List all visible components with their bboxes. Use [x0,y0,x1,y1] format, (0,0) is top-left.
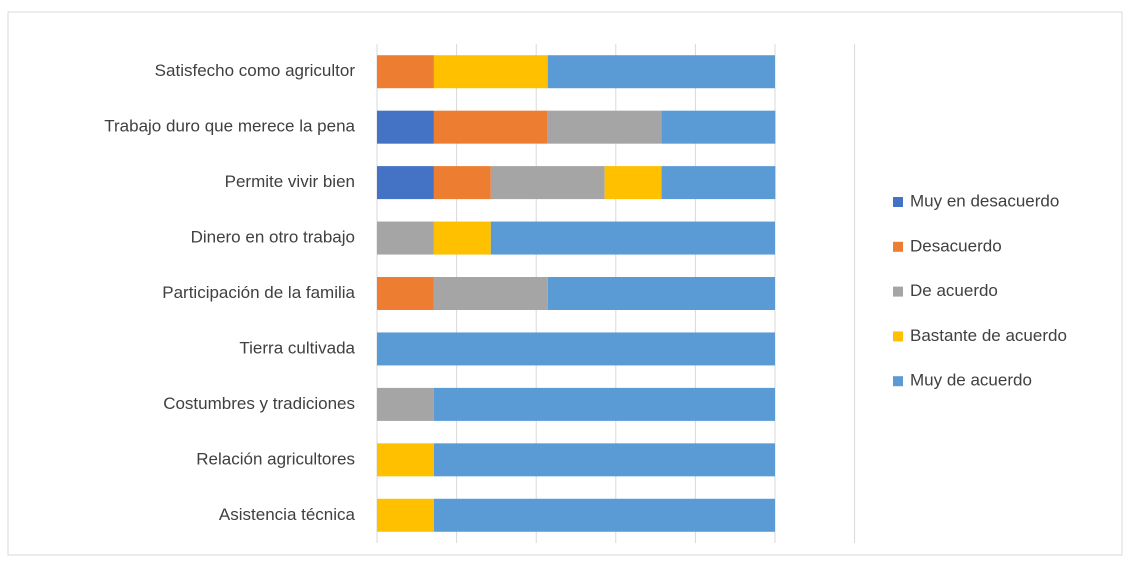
bar-segment [377,498,434,532]
bar-segment [547,277,775,310]
bar-segment [661,166,776,200]
legend-label: Muy en desacuerdo [910,191,1059,210]
bar-segment [377,387,434,421]
bar-segment [377,110,434,144]
bar-segment [433,110,548,144]
bar-segment [490,221,775,255]
legend-label: Muy de acuerdo [910,371,1032,390]
bar-segment [433,166,491,200]
bar-segment [377,55,434,89]
bar-segment [377,277,434,310]
bar-segment [547,55,775,89]
bar-segment [433,55,548,89]
legend-label: Bastante de acuerdo [910,326,1067,345]
bar-segment [661,110,776,144]
legend-swatch [893,241,903,252]
legend-swatch [893,286,903,297]
y-tick-label: Relación agricultores [196,449,355,468]
legend-swatch [893,376,903,387]
bar-segment [377,221,434,255]
legend-swatch [893,331,903,342]
bar-segment [433,498,775,532]
legend-label: De acuerdo [910,281,998,300]
bar-segment [433,443,775,477]
bar-segment [604,166,662,200]
bar-segment [377,332,775,366]
y-tick-label: Satisfecho como agricultor [155,61,356,80]
y-tick-label: Participación de la familia [162,283,355,302]
y-tick-label: Tierra cultivada [239,338,355,357]
legend-swatch [893,197,903,207]
y-tick-label: Costumbres y tradiciones [163,394,355,413]
bar-segment [377,166,434,200]
y-tick-label: Trabajo duro que merece la pena [104,117,355,136]
bar-segment [547,110,662,144]
y-tick-label: Asistencia técnica [219,505,356,524]
legend-label: Desacuerdo [910,236,1002,255]
y-tick-label: Permite vivir bien [225,172,355,191]
bar-segment [433,221,491,255]
bar-segment [433,387,775,421]
bar-segment [490,166,605,200]
bar-segment [433,277,548,310]
y-tick-label: Dinero en otro trabajo [191,228,355,247]
bar-segment [377,443,434,477]
